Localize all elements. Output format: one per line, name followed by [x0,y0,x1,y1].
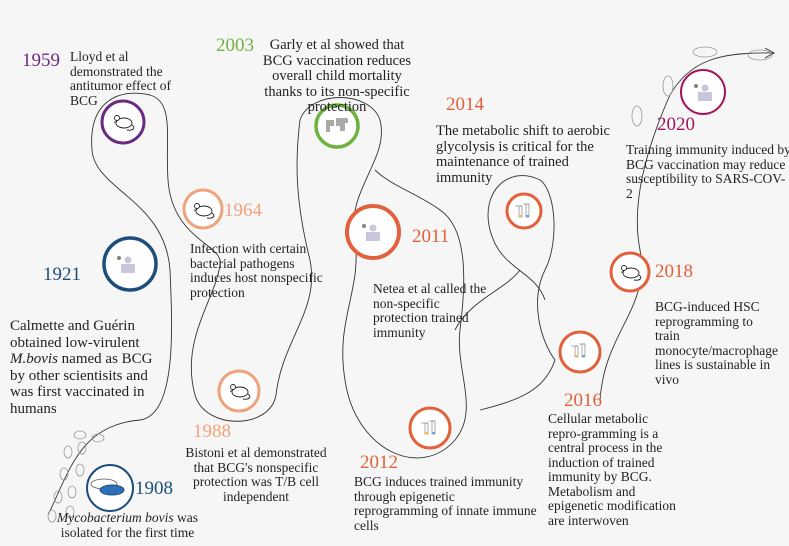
arrow-head-icon [764,47,776,59]
event-1908-text: Mycobacterium bovis was isolated for the… [57,510,198,540]
icon-1908 [86,464,134,512]
event-2018-text: BCG-induced HSC reprogramming to train m… [655,299,778,387]
petri-dish-icon [90,478,125,496]
icon-1921 [102,236,158,292]
year-2011: 2011 [412,226,450,247]
footprints-icon [47,46,773,523]
year-2018: 2018 [655,261,693,282]
year-1921: 1921 [43,264,81,285]
icon-2016 [558,330,602,374]
icon-2011 [345,204,401,260]
event-1959-text: Lloyd et al demonstrated the antitumor e… [70,49,171,108]
year-1988: 1988 [193,421,231,442]
icon-1988 [217,369,261,413]
icon-2012 [408,406,452,450]
year-1964: 1964 [224,200,262,221]
event-2014-text: The metabolic shift to aerobic glycolysi… [436,123,610,186]
icon-2003 [314,103,360,149]
icon-1959 [100,99,146,145]
icon-2018 [609,251,651,293]
event-1964-text: Infection with certain bacterial pathoge… [190,241,323,300]
year-1908: 1908 [135,478,173,499]
icon-2014 [505,192,543,230]
year-2003: 2003 [216,35,254,56]
event-1988-text: Bistoni et al demonstrated that BCG's no… [185,445,327,504]
event-1921-text: Calmette and Guérin obtained low-virulen… [10,318,153,417]
icon-1964 [182,188,224,230]
year-2014: 2014 [446,94,484,115]
year-2020: 2020 [657,114,695,135]
timeline-path [47,52,774,516]
year-2016: 2016 [564,390,602,411]
year-2012: 2012 [360,452,398,473]
year-1959: 1959 [22,50,60,71]
icon-2020 [680,69,726,115]
world-map-icon [326,118,348,132]
event-2016-text: Cellular metabolic repro-gramming is a c… [548,411,676,528]
event-2020-text: Training immunity induced by BCG vaccina… [626,142,789,201]
event-2012-text: BCG induces trained immunity through epi… [354,474,537,533]
event-2003-text: Garly et al showed that BCG vaccination … [262,37,412,115]
event-2011-text: Netea et al called the non-specific prot… [373,281,487,340]
